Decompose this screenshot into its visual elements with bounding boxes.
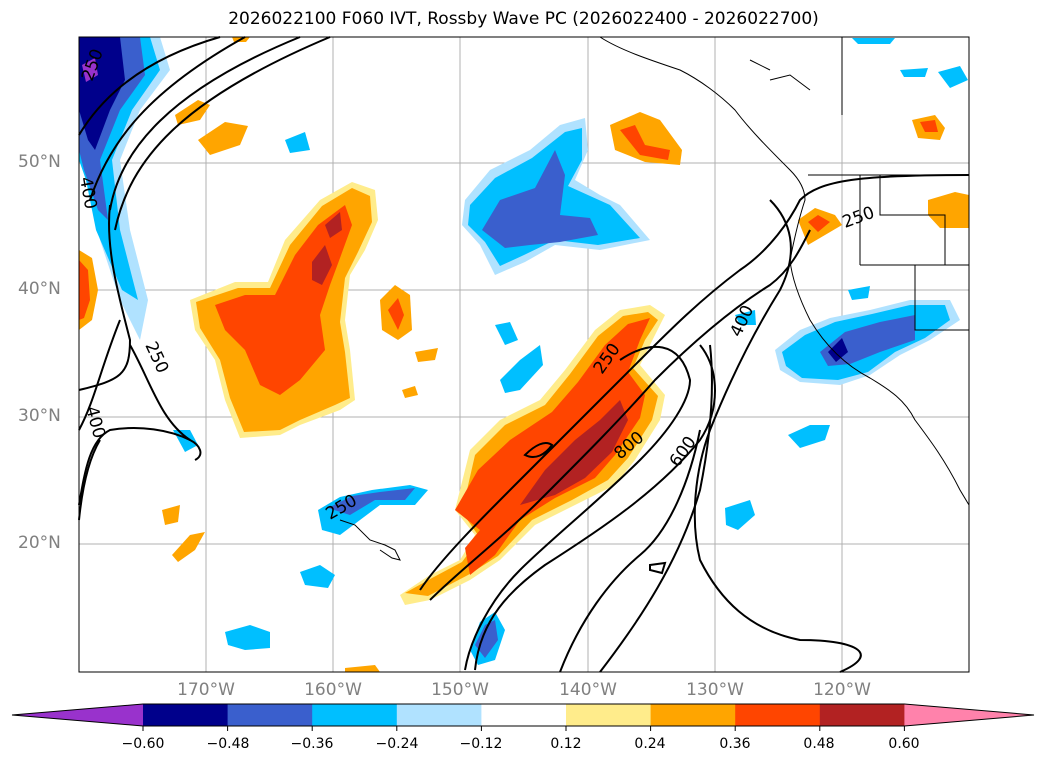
- colorbar-segment: [650, 704, 736, 726]
- negative-blob-5: [500, 345, 543, 393]
- colorbar-tick-label: −0.48: [206, 736, 250, 752]
- colorbar-segment: [396, 704, 482, 726]
- negative-blob-10: [900, 68, 928, 77]
- negative-region-california-deep: [828, 338, 848, 362]
- positive-region-atmospheric-river-max: [520, 400, 628, 505]
- lat-label: 50°N: [18, 152, 61, 172]
- negative-blob-13: [735, 310, 756, 325]
- contour-label-group: 250 400 250 400 250 250 800 600 400 250: [75, 46, 877, 524]
- positive-blob-8: [172, 532, 205, 562]
- colorbar-tick-label: 0.12: [550, 736, 582, 752]
- positive-region-central-pacific-max-2: [325, 212, 342, 238]
- colorbar-tick-label: −0.36: [290, 736, 334, 752]
- colorbar-tick-label: −0.60: [121, 736, 165, 752]
- positive-blob-11: [402, 386, 418, 398]
- negative-blob-3: [725, 500, 755, 530]
- colorbar: [11, 703, 1035, 731]
- colorbar-tick-label: 0.36: [719, 736, 751, 752]
- lon-label: 150°W: [431, 680, 489, 700]
- lat-label: 20°N: [18, 533, 61, 553]
- negative-blob-4: [788, 425, 830, 448]
- positive-blob-3-core: [808, 215, 830, 232]
- negative-region-hawaii-core: [328, 488, 415, 515]
- lat-label: 40°N: [18, 279, 61, 299]
- positive-blob-10: [415, 348, 438, 362]
- lon-label: 170°W: [177, 680, 235, 700]
- colorbar-segment: [143, 704, 229, 726]
- colorbar-extend-high: [904, 704, 1034, 726]
- positive-blob-1-core: [388, 298, 404, 330]
- negative-blob-7: [285, 132, 310, 153]
- coastlines: [339, 36, 970, 561]
- lon-label: 120°W: [813, 680, 871, 700]
- colorbar-segment: [481, 704, 567, 726]
- colorbar-tick-label: 0.60: [888, 736, 920, 752]
- map-title: 2026022100 F060 IVT, Rossby Wave PC (202…: [228, 9, 819, 29]
- negative-blob-9: [852, 38, 895, 44]
- colorbar-segment: [819, 704, 905, 726]
- negative-blob-6: [495, 322, 518, 345]
- positive-blob-4-core: [920, 120, 938, 132]
- colorbar-segment: [227, 704, 313, 726]
- colorbar-tick-label: 0.48: [803, 736, 835, 752]
- negative-region-south-core: [475, 620, 498, 658]
- positive-region-west-edge-core: [79, 260, 90, 320]
- ivt-contour-lines: [78, 36, 970, 673]
- positive-blob-9: [162, 505, 180, 525]
- colorbar-tick-label: −0.24: [375, 736, 419, 752]
- colorbar-segment: [566, 704, 652, 726]
- positive-blob-12: [345, 665, 380, 672]
- lon-label: 160°W: [304, 680, 362, 700]
- positive-region-central-pacific-max: [312, 245, 332, 285]
- negative-blob-11: [938, 66, 968, 88]
- negative-blob-2: [300, 565, 335, 588]
- lon-label: 130°W: [686, 680, 744, 700]
- lon-label: 140°W: [559, 680, 617, 700]
- positive-region-central-pacific-core: [215, 205, 352, 395]
- lat-label: 30°N: [18, 406, 61, 426]
- colorbar-tick-label: 0.24: [634, 736, 666, 752]
- negative-blob-12: [848, 286, 870, 300]
- colorbar-tick-label: −0.12: [459, 736, 503, 752]
- colorbar-segment: [735, 704, 821, 726]
- positive-blob-2-core: [620, 125, 670, 160]
- colorbar-extend-low: [12, 704, 143, 726]
- positive-blob-6: [198, 122, 248, 155]
- negative-blob-1: [225, 625, 270, 650]
- negative-region-north-central-core: [482, 150, 598, 248]
- positive-blob-5: [928, 192, 969, 228]
- negative-anomaly-regions: [79, 37, 968, 665]
- negative-region-west-edge-min: [82, 58, 98, 82]
- colorbar-segment: [312, 704, 398, 726]
